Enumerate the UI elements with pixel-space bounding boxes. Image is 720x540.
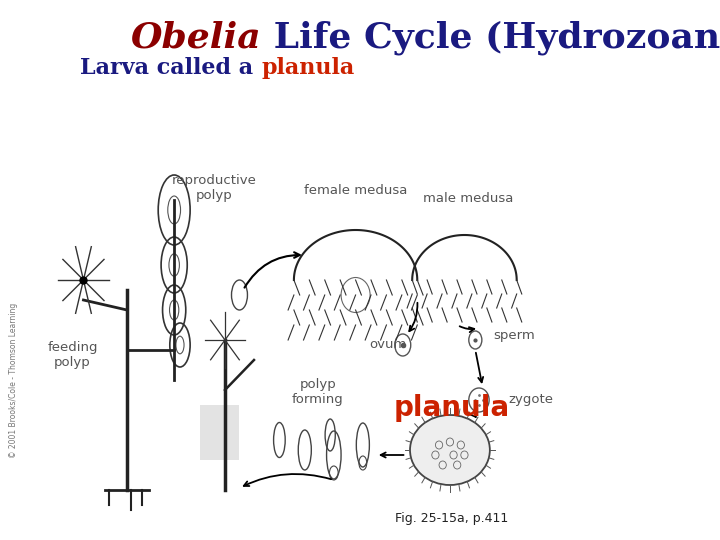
Text: female medusa: female medusa xyxy=(304,184,408,197)
Text: male medusa: male medusa xyxy=(423,192,513,205)
Text: polyp
forming: polyp forming xyxy=(292,378,343,406)
Text: Life Cycle (Hydrozoan): Life Cycle (Hydrozoan) xyxy=(261,21,720,55)
Text: Fig. 25-15a, p.411: Fig. 25-15a, p.411 xyxy=(395,512,508,525)
Text: © 2001 Brooks/Cole - Thomson Learning: © 2001 Brooks/Cole - Thomson Learning xyxy=(9,302,17,457)
Text: feeding
polyp: feeding polyp xyxy=(48,341,98,369)
Text: sperm: sperm xyxy=(493,328,535,341)
Bar xyxy=(199,405,240,460)
Text: Obelia: Obelia xyxy=(130,21,261,55)
Text: reproductive
polyp: reproductive polyp xyxy=(171,174,256,202)
Text: ovum: ovum xyxy=(369,339,407,352)
Text: zygote: zygote xyxy=(508,394,553,407)
Text: planula: planula xyxy=(393,394,510,422)
Text: Larva called a: Larva called a xyxy=(81,57,261,79)
Ellipse shape xyxy=(410,415,490,485)
Text: planula: planula xyxy=(261,57,354,79)
